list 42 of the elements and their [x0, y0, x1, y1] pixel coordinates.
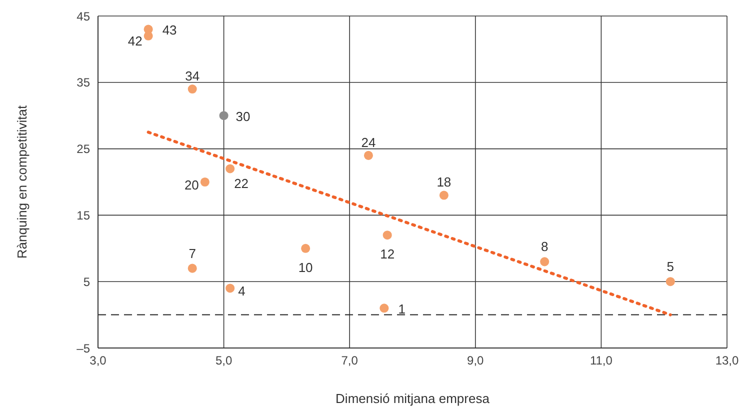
- x-tick-label: 5,0: [215, 354, 232, 368]
- point: [226, 284, 235, 293]
- data-label: 1: [398, 302, 406, 317]
- data-label: 18: [436, 174, 452, 190]
- data-label: 5: [666, 259, 674, 274]
- data-label: 4: [238, 284, 246, 299]
- data-label: 10: [298, 260, 313, 275]
- y-tick-label: 15: [76, 208, 90, 222]
- point: [540, 257, 550, 266]
- y-tick-label: –5: [76, 341, 90, 356]
- x-tick-label: 3,0: [90, 354, 107, 368]
- y-axis-title: Rànquing en competitivitat: [14, 105, 30, 259]
- x-axis-title: Dimensió mitjana empresa: [336, 391, 490, 406]
- point: [219, 111, 228, 120]
- data-label: 34: [185, 68, 200, 84]
- y-tick-label: 35: [76, 76, 90, 90]
- point: [439, 190, 448, 200]
- point: [226, 164, 235, 174]
- x-tick-label: 7,0: [341, 354, 358, 368]
- point: [188, 264, 197, 273]
- data-label: 30: [236, 109, 250, 124]
- data-label: 7: [188, 246, 196, 261]
- data-label: 43: [162, 22, 177, 38]
- point: [188, 84, 197, 94]
- point: [301, 244, 310, 253]
- data-label: 12: [380, 246, 395, 262]
- point: [364, 150, 373, 160]
- y-tick-label: 45: [76, 9, 90, 24]
- point: [380, 304, 389, 313]
- x-tick-label: 11,0: [590, 354, 613, 368]
- data-label: 24: [361, 134, 376, 150]
- data-label: 42: [128, 33, 142, 48]
- data-label: 8: [540, 239, 548, 254]
- x-tick-label: 9,0: [467, 354, 484, 368]
- point: [200, 177, 210, 187]
- y-tick-label: 25: [76, 142, 90, 156]
- data-label: 20: [184, 177, 199, 192]
- y-tick-label: 5: [83, 274, 90, 289]
- point: [666, 277, 675, 286]
- data-label: 22: [234, 176, 249, 192]
- point: [382, 230, 392, 240]
- x-tick-label: 13,0: [715, 354, 739, 368]
